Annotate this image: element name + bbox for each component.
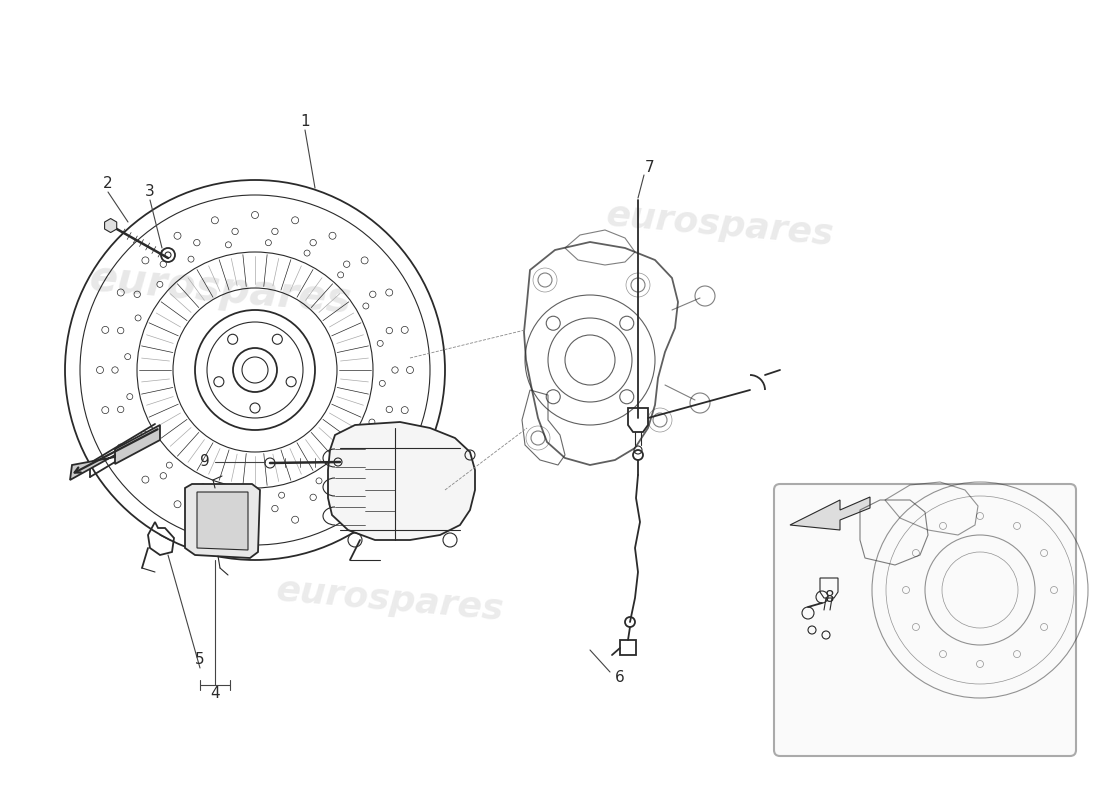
Text: 3: 3 — [145, 183, 155, 198]
Polygon shape — [70, 425, 160, 480]
Polygon shape — [328, 422, 475, 540]
Text: eurospares: eurospares — [605, 198, 835, 252]
Text: 9: 9 — [200, 454, 210, 470]
FancyBboxPatch shape — [774, 484, 1076, 756]
Polygon shape — [185, 484, 260, 558]
Text: eurospares: eurospares — [275, 573, 505, 627]
Text: 2: 2 — [103, 175, 113, 190]
Text: 8: 8 — [825, 590, 835, 606]
Text: eurospares: eurospares — [87, 258, 353, 322]
Text: 1: 1 — [300, 114, 310, 130]
Text: 6: 6 — [615, 670, 625, 686]
Text: 7: 7 — [646, 161, 654, 175]
Polygon shape — [197, 492, 248, 550]
Polygon shape — [104, 218, 117, 233]
Text: 4: 4 — [210, 686, 220, 701]
Text: 5: 5 — [195, 653, 205, 667]
Polygon shape — [790, 497, 870, 530]
